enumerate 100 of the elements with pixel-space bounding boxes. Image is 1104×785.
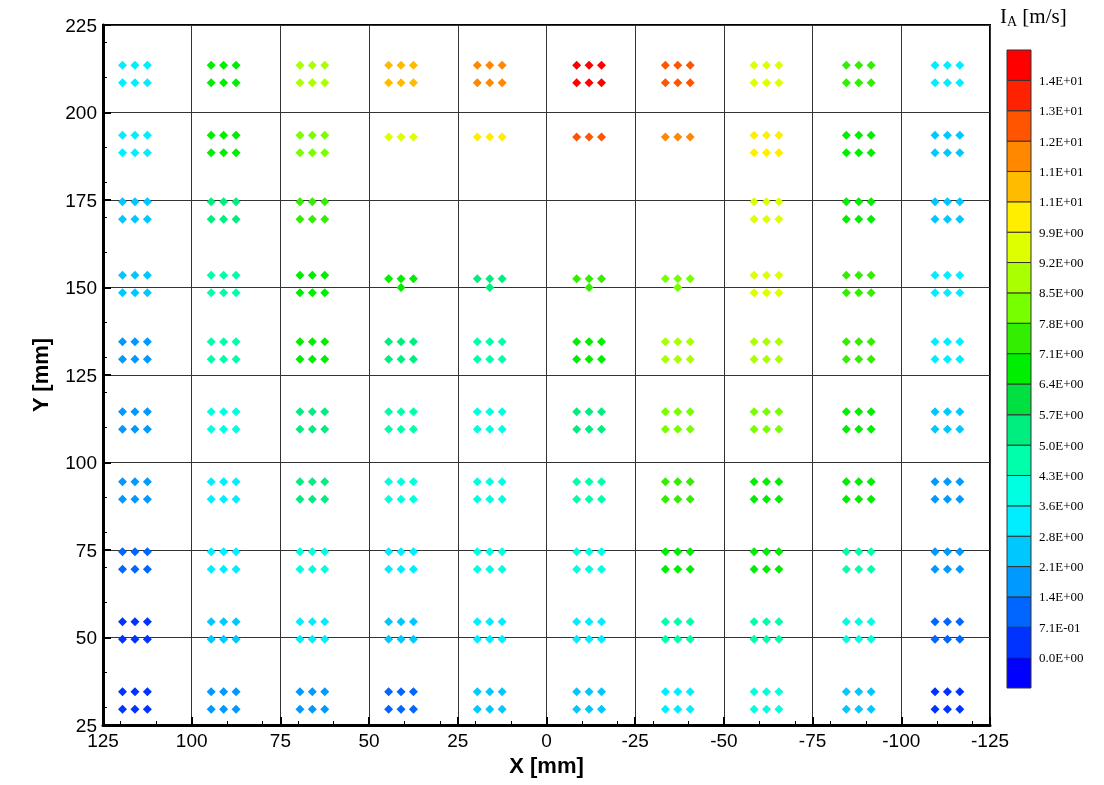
point — [866, 634, 876, 644]
point — [841, 494, 851, 504]
point — [596, 132, 606, 142]
point — [142, 407, 152, 417]
point — [761, 60, 771, 70]
point — [673, 283, 683, 292]
point — [596, 354, 606, 364]
point — [231, 130, 241, 140]
y-tick-label: 200 — [65, 102, 97, 123]
point — [320, 494, 330, 504]
point — [841, 424, 851, 434]
point — [866, 148, 876, 158]
point — [596, 60, 606, 70]
point — [295, 337, 305, 347]
point — [408, 354, 418, 364]
point — [206, 214, 216, 224]
point — [673, 494, 683, 504]
point — [673, 407, 683, 417]
point — [219, 617, 229, 627]
point — [307, 704, 317, 714]
point — [307, 337, 317, 347]
point — [307, 687, 317, 697]
point — [497, 704, 507, 714]
point — [384, 132, 394, 142]
point — [295, 494, 305, 504]
point — [396, 407, 406, 417]
point — [660, 407, 670, 417]
point — [307, 214, 317, 224]
color-bar-label: 1.2E+01 — [1039, 133, 1084, 149]
color-bar-label: 4.3E+00 — [1039, 467, 1084, 483]
point — [942, 130, 952, 140]
point — [572, 354, 582, 364]
point — [295, 78, 305, 88]
point — [749, 288, 759, 298]
point — [685, 60, 695, 70]
point — [942, 337, 952, 347]
color-bar-label: 1.4E+00 — [1039, 589, 1084, 605]
y-tick-label: 175 — [65, 189, 97, 211]
point — [596, 78, 606, 88]
point — [841, 704, 851, 714]
x-tick-label: -125 — [970, 730, 1010, 751]
point — [854, 494, 864, 504]
point — [307, 547, 317, 557]
point — [118, 288, 128, 298]
point — [673, 337, 683, 347]
point — [572, 704, 582, 714]
point — [572, 407, 582, 417]
point — [206, 407, 216, 417]
point — [761, 617, 771, 627]
point — [572, 617, 582, 627]
point — [142, 634, 152, 644]
point — [118, 687, 128, 697]
point — [118, 494, 128, 504]
point — [841, 214, 851, 224]
point — [408, 634, 418, 644]
point — [396, 337, 406, 347]
point — [955, 547, 965, 557]
x-axis-title: X [mm] — [509, 753, 584, 779]
point — [219, 130, 229, 140]
point — [854, 60, 864, 70]
point — [584, 354, 594, 364]
point — [384, 617, 394, 627]
point — [841, 337, 851, 347]
point — [396, 687, 406, 697]
point — [572, 634, 582, 644]
point — [942, 78, 952, 88]
point — [497, 687, 507, 697]
point — [142, 477, 152, 487]
point — [942, 634, 952, 644]
point — [596, 274, 606, 284]
point — [231, 424, 241, 434]
point — [472, 60, 482, 70]
point — [955, 270, 965, 280]
point — [384, 704, 394, 714]
point — [396, 78, 406, 88]
point — [572, 60, 582, 70]
color-bar-label: 6.4E+00 — [1039, 376, 1084, 392]
point — [472, 687, 482, 697]
point — [942, 687, 952, 697]
point — [660, 704, 670, 714]
point — [472, 407, 482, 417]
point — [219, 687, 229, 697]
point — [660, 60, 670, 70]
point — [231, 634, 241, 644]
point — [485, 494, 495, 504]
point — [854, 197, 864, 207]
point — [866, 687, 876, 697]
point — [685, 704, 695, 714]
point — [320, 337, 330, 347]
point — [685, 634, 695, 644]
point — [955, 634, 965, 644]
color-bar-label: 7.1E+00 — [1039, 346, 1084, 362]
point — [295, 270, 305, 280]
point — [572, 477, 582, 487]
point — [930, 288, 940, 298]
point — [219, 477, 229, 487]
y-tick-label: 100 — [65, 452, 97, 473]
point — [396, 617, 406, 627]
point — [854, 288, 864, 298]
point — [130, 687, 140, 697]
